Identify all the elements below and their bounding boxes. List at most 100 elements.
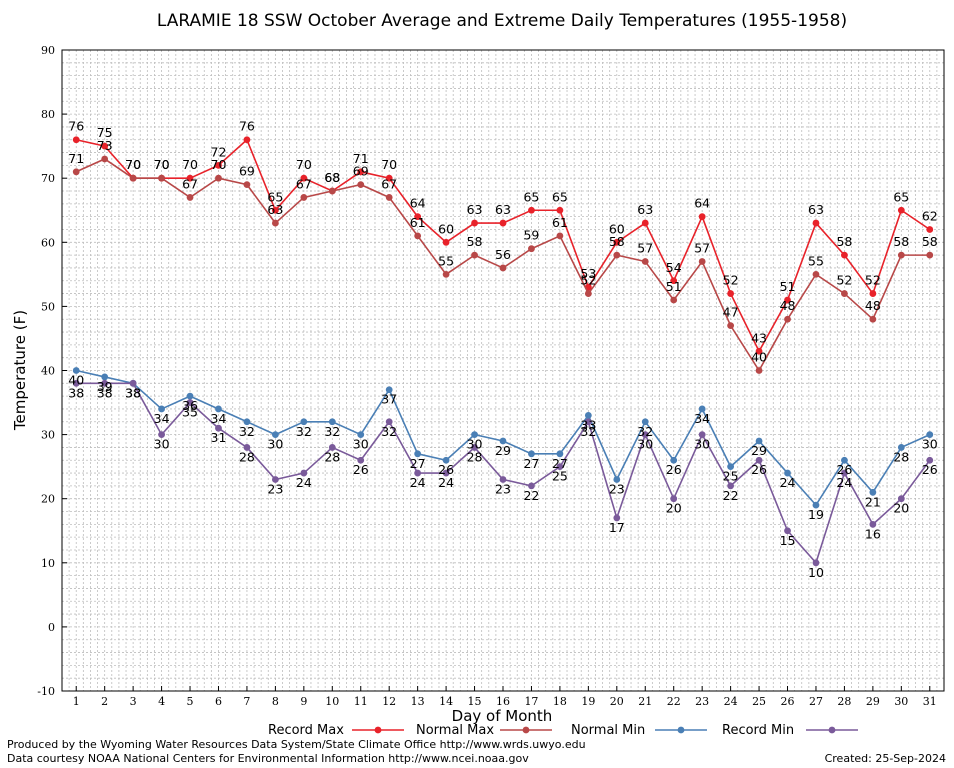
record-max-point [357,168,365,176]
normal-max-data-label: 51 [666,279,682,294]
chart-title: LARAMIE 18 SSW October Average and Extre… [157,11,847,31]
normal-max-data-label: 67 [296,176,312,191]
normal-min-data-label: 28 [893,449,909,464]
normal-max-data-label: 40 [751,350,767,365]
record-min-point [72,379,80,387]
x-tick-label: 19 [581,695,595,708]
normal-max-data-label: 67 [381,176,397,191]
normal-max-point [385,194,393,201]
legend-label-normal-min: Normal Min [571,723,645,738]
record-max-point [101,142,109,150]
record-max-data-label: 54 [666,260,682,275]
x-tick-label: 1 [73,695,80,708]
record-max-data-label: 65 [893,189,909,204]
y-tick-label: 70 [41,172,55,185]
record-min-data-label: 22 [523,488,539,503]
normal-min-data-label: 38 [125,385,141,400]
normal-min-point [72,367,80,374]
normal-max-data-label: 55 [808,253,824,268]
grid [62,50,944,691]
x-tick-label: 17 [524,695,538,708]
x-tick-label: 18 [553,695,567,708]
record-min-data-label: 35 [182,405,198,420]
x-tick-label: 29 [866,695,880,708]
record-min-point [812,559,820,567]
normal-min-data-label: 27 [523,456,539,471]
x-tick-label: 7 [243,695,250,708]
record-min-data-label: 30 [694,437,710,452]
x-tick-label: 12 [382,695,396,708]
normal-max-point [499,264,507,272]
normal-min-data-label: 37 [381,392,397,407]
legend-marker-normal-max [522,726,530,734]
record-max-point [727,290,735,297]
x-tick-label: 16 [496,695,510,708]
record-max-data-label: 62 [922,208,938,223]
normal-max-data-label: 70 [211,157,227,172]
x-tick-label: 21 [638,695,652,708]
record-max-data-label: 60 [609,221,625,236]
record-max-data-label: 60 [438,221,454,236]
x-tick-label: 15 [468,695,482,708]
legend-label-normal-max: Normal Max [416,723,494,738]
record-max-data-label: 68 [324,170,340,185]
record-min-point [243,444,251,451]
normal-min-point [499,437,507,445]
normal-min-data-label: 32 [637,424,653,439]
record-min-data-label: 24 [410,475,426,490]
record-max-point [841,251,848,259]
legend-marker-record-max [374,726,382,734]
normal-min-data-label: 30 [353,437,369,452]
normal-max-point [613,251,621,259]
x-tick-label: 24 [724,695,738,708]
normal-min-point [926,431,934,438]
x-tick-label: 13 [411,695,425,708]
normal-max-point [471,251,478,259]
normal-min-point [158,405,165,413]
record-min-point [841,469,848,477]
x-tick-label: 26 [781,695,795,708]
record-min-point [328,444,336,451]
normal-min-point [357,431,365,438]
y-tick-label: -10 [37,685,55,698]
normal-min-data-label: 29 [495,443,511,458]
record-max-data-label: 58 [836,234,852,249]
record-max-point [72,136,80,144]
record-min-point [186,399,194,406]
y-tick-label: 0 [48,621,55,634]
normal-min-point [300,418,308,426]
record-min-data-label: 10 [808,565,824,580]
record-min-point [670,495,678,503]
normal-max-point [641,258,649,265]
record-min-data-label: 32 [381,424,397,439]
normal-max-data-label: 61 [410,215,426,230]
normal-max-data-label: 58 [893,234,909,249]
normal-min-data-label: 34 [694,411,710,426]
y-tick-label: 10 [41,557,55,570]
normal-min-data-label: 25 [723,469,739,484]
record-min-data-label: 28 [467,449,483,464]
record-min-data-label: 24 [296,475,312,490]
normal-min-data-label: 23 [609,481,625,496]
record-min-point [215,424,222,432]
y-tick-label: 20 [41,493,55,506]
record-min-point [528,482,535,490]
normal-min-point [414,450,422,458]
record-max-data-label: 70 [182,157,198,172]
normal-max-data-label: 71 [68,151,84,166]
record-max-point [556,206,564,214]
record-max-point [271,206,279,214]
normal-min-point [328,418,336,426]
record-max-point [414,213,422,221]
record-max-data-label: 52 [723,273,739,288]
normal-min-point [528,450,535,458]
record-max-point [926,226,934,233]
normal-min-point [812,501,820,509]
normal-min-data-label: 24 [780,475,796,490]
record-max-point [385,174,393,182]
normal-min-data-label: 40 [68,373,84,388]
normal-max-point [897,251,905,259]
normal-min-point [385,386,393,394]
normal-min-point [215,405,222,413]
